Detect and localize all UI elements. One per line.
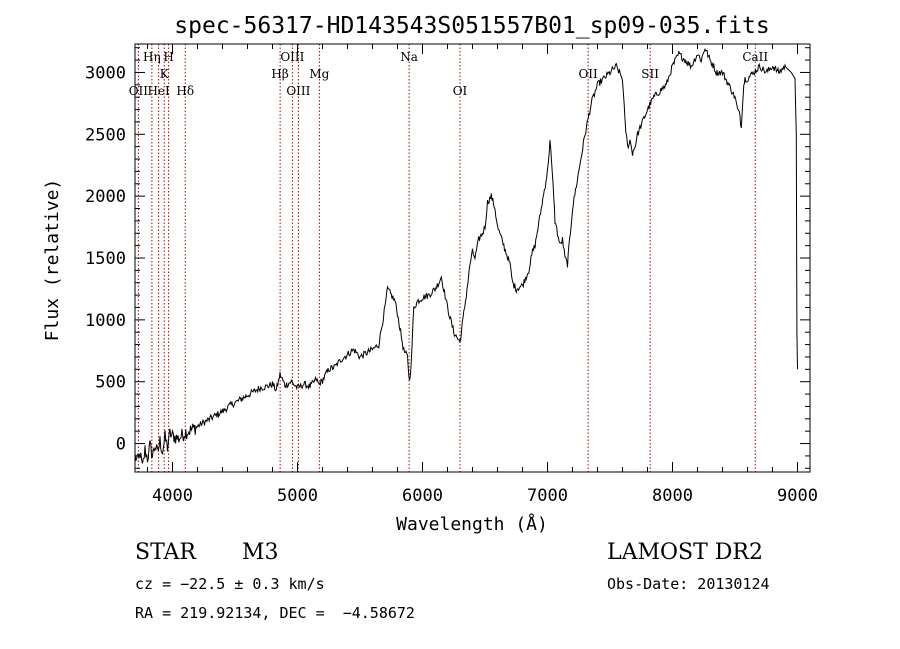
survey-name: LAMOST DR2 bbox=[607, 540, 763, 565]
line-label-0: Hη bbox=[143, 50, 161, 64]
line-label-3: OII bbox=[129, 84, 149, 98]
object-subclass: M3 bbox=[242, 540, 279, 565]
x-tick-label-4000: 4000 bbox=[152, 486, 193, 506]
x-axis-label: Wavelength (Å) bbox=[396, 513, 548, 535]
line-label-12: OII bbox=[578, 67, 598, 81]
x-tick-label-8000: 8000 bbox=[652, 486, 693, 506]
line-label-4: HeI bbox=[147, 84, 170, 98]
line-label-6: OIII bbox=[280, 50, 304, 64]
x-tick-label-7000: 7000 bbox=[527, 486, 568, 506]
observation-date: Obs-Date: 20130124 bbox=[607, 575, 770, 593]
y-axis-label: Flux (relative) bbox=[42, 179, 63, 342]
line-label-9: OIII bbox=[286, 84, 310, 98]
redshift-velocity: cz = −22.5 ± 0.3 km/s bbox=[135, 575, 325, 593]
y-tick-label-1000: 1000 bbox=[85, 311, 126, 331]
coordinates: RA = 219.92134, DEC = −4.58672 bbox=[135, 604, 415, 622]
plot-frame bbox=[134, 43, 811, 473]
line-label-7: Hβ bbox=[271, 67, 288, 81]
chart-title: spec-56317-HD143543S051557B01_sp09-035.f… bbox=[174, 13, 769, 39]
y-tick-label-3000: 3000 bbox=[85, 63, 126, 83]
x-tick-label-5000: 5000 bbox=[277, 486, 318, 506]
emission-line-markers bbox=[137, 44, 756, 472]
y-tick-label-1500: 1500 bbox=[85, 249, 126, 269]
line-label-11: OI bbox=[453, 84, 468, 98]
y-tick-label-500: 500 bbox=[95, 373, 126, 393]
line-label-13: SII bbox=[641, 67, 659, 81]
x-tick-label-9000: 9000 bbox=[777, 486, 818, 506]
axis-ticks: 4000 5000 6000 7000 8000 9000 0 500 1000 1500 2000… bbox=[85, 44, 818, 506]
line-label-10: Na bbox=[400, 50, 418, 64]
y-tick-label-2500: 2500 bbox=[85, 125, 126, 145]
line-label-2: K bbox=[160, 67, 170, 81]
line-label-14: CaII bbox=[742, 50, 768, 64]
line-label-8: Mg bbox=[309, 67, 329, 81]
object-class: STAR bbox=[135, 540, 196, 565]
y-tick-label-0: 0 bbox=[116, 435, 126, 455]
y-tick-label-2000: 2000 bbox=[85, 187, 126, 207]
line-label-5: Hδ bbox=[176, 84, 194, 98]
x-tick-label-6000: 6000 bbox=[402, 486, 443, 506]
spectrum-line-0 bbox=[134, 47, 798, 464]
spectrum-series bbox=[134, 47, 798, 464]
line-label-1: H bbox=[163, 50, 173, 64]
